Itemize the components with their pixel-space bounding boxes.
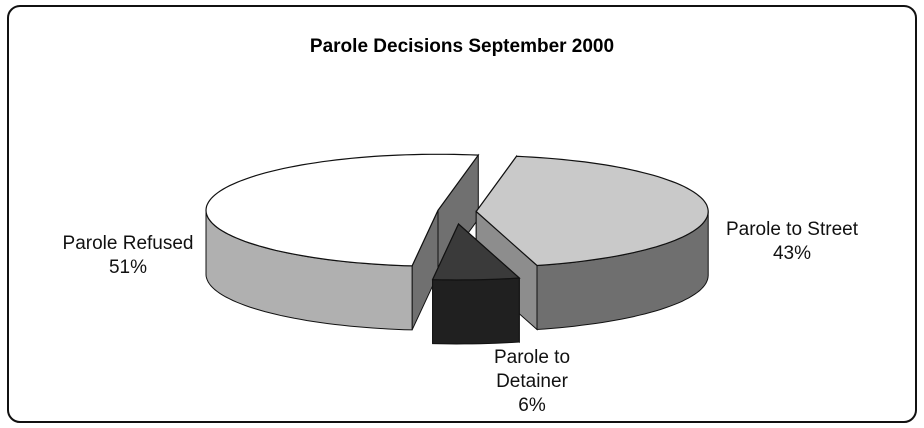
slice: [431, 223, 521, 281]
slice-value-label: 6%: [518, 395, 546, 416]
slice-name: Parole to Street: [725, 219, 859, 240]
chart-frame: [7, 5, 917, 423]
slice-label: Parole to Detainer 6%: [477, 346, 587, 418]
slice-value-label: 43%: [772, 243, 812, 264]
slice-label: Parole Refused 51%: [18, 232, 238, 280]
slice: [475, 155, 709, 267]
slice-name: Parole Refused: [62, 233, 194, 254]
slice-label: Parole to Street 43%: [682, 218, 902, 266]
slice-side: [432, 277, 520, 345]
slice-value-label: 51%: [108, 257, 148, 278]
slice-name: Parole to Detainer: [493, 347, 571, 392]
slice: [205, 153, 480, 267]
chart-title: Parole Decisions September 2000: [309, 36, 615, 57]
